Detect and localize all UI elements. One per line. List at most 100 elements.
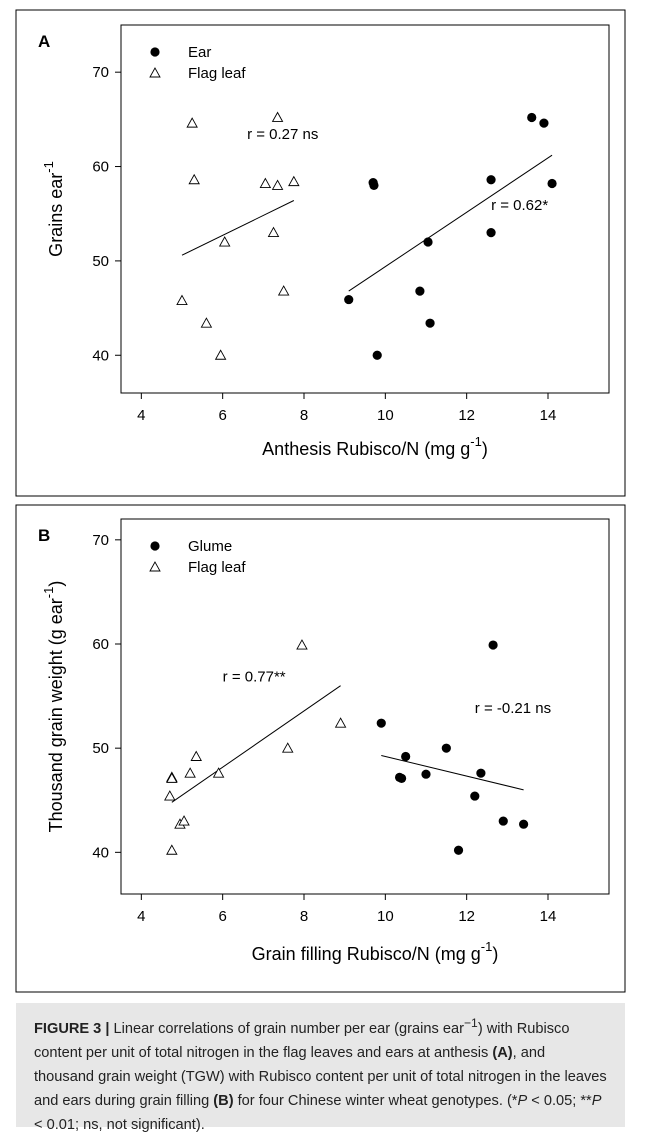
data-point — [296, 639, 308, 650]
legend-entry: Ear — [150, 44, 211, 61]
caption-text-3: , and thousand grain weight (TGW) with R… — [34, 1044, 607, 1109]
legend-label: Flag leaf — [188, 559, 246, 576]
chart-panel-b: B 4 6 8 10 12 14 40 50 60 70 Grain filling Rubisco/… — [15, 504, 626, 993]
x-axis-label-sup: -1 — [481, 939, 493, 954]
y-axis-label-end: ) — [46, 581, 66, 587]
data-point — [164, 790, 176, 801]
x-axis-label: Grain filling Rubisco/N (mg g-1) — [252, 939, 499, 964]
y-axis-label-main: Thousand grain weight (g ear — [46, 598, 66, 832]
data-point — [288, 175, 300, 187]
data-point — [421, 769, 431, 779]
y-tick-label: 50 — [92, 253, 109, 270]
correlation-annotation: r = -0.21 ns — [475, 700, 551, 717]
data-point — [547, 178, 557, 189]
x-axis-label-sup: -1 — [470, 434, 482, 449]
data-point — [259, 177, 272, 188]
x-tick-label: 4 — [137, 908, 145, 925]
regression-line — [181, 200, 295, 256]
plot-area — [120, 518, 610, 895]
legend-entry: Glume — [150, 538, 232, 555]
caption-p-symbol-1: P — [517, 1092, 528, 1109]
x-tick-label: 12 — [458, 407, 475, 424]
data-point — [267, 226, 280, 238]
data-point — [186, 117, 198, 128]
correlation-annotation: r = 0.62* — [491, 197, 548, 214]
y-tick-label: 40 — [92, 347, 109, 364]
x-tick-label: 8 — [300, 908, 308, 925]
data-point — [200, 317, 213, 328]
legend-label: Ear — [188, 44, 211, 61]
series-glume: r = -0.21 ns — [376, 640, 551, 855]
data-point — [539, 118, 549, 128]
x-tick-label: 4 — [137, 407, 145, 424]
data-point — [470, 791, 480, 801]
data-point — [453, 845, 464, 855]
y-tick-label: 50 — [92, 740, 109, 757]
data-point — [184, 767, 196, 778]
x-tick-label: 14 — [540, 407, 557, 424]
data-point — [344, 294, 354, 305]
data-point — [519, 819, 529, 829]
data-point — [176, 294, 188, 305]
regression-line — [381, 754, 524, 791]
data-point — [401, 751, 411, 762]
y-axis-label: Thousand grain weight (g ear-1) — [41, 581, 66, 833]
y-axis-label-sup: -1 — [41, 587, 56, 599]
caption-text-5: < 0.05; ** — [527, 1092, 592, 1109]
x-axis-label: Anthesis Rubisco/N (mg g-1) — [262, 434, 488, 459]
figure-caption: FIGURE 3 | Linear correlations of grain … — [16, 1003, 625, 1133]
data-point — [527, 112, 537, 123]
y-tick-label: 60 — [92, 636, 109, 653]
x-axis-label-main: Anthesis Rubisco/N (mg g — [262, 439, 470, 459]
data-point — [271, 179, 284, 190]
y-tick-label: 70 — [92, 532, 109, 549]
chart-panel-a: A 4 6 8 10 12 14 40 50 60 70 Anthesis Rubisco/N (mg… — [15, 9, 626, 497]
panel-label: A — [38, 32, 50, 51]
caption-text-2: ) with Rubisco content per unit of total… — [34, 1020, 570, 1061]
data-point — [486, 227, 496, 238]
legend-marker-circle — [150, 47, 160, 57]
data-point — [281, 742, 294, 753]
regression-line — [348, 154, 553, 292]
data-point — [486, 175, 496, 185]
data-point — [488, 640, 498, 650]
data-point — [166, 844, 178, 855]
y-tick-label: 60 — [92, 159, 109, 176]
data-point — [190, 750, 202, 761]
correlation-annotation: r = 0.27 ns — [247, 126, 318, 143]
regression-line — [171, 685, 341, 803]
data-point — [476, 768, 486, 778]
data-point — [166, 772, 178, 783]
data-point — [214, 349, 227, 360]
data-point — [178, 815, 190, 826]
plot-area — [120, 24, 610, 394]
x-axis-label-end: ) — [492, 944, 498, 964]
data-point — [498, 816, 508, 826]
caption-p-symbol-2: P — [591, 1092, 602, 1109]
x-tick-label: 12 — [458, 908, 475, 925]
panel-frame — [15, 504, 626, 993]
panel-label: B — [38, 526, 50, 545]
caption-text-6: < 0.01; ns, not significant). — [34, 1116, 205, 1133]
x-tick-label: 6 — [218, 908, 226, 925]
y-tick-label: 40 — [92, 844, 109, 861]
data-point — [425, 318, 435, 328]
legend-marker-triangle — [149, 67, 161, 78]
data-point — [188, 173, 200, 185]
x-tick-label: 10 — [377, 407, 394, 424]
x-tick-label: 10 — [377, 908, 394, 925]
data-point — [397, 773, 407, 783]
y-axis-label: Grains ear-1 — [41, 161, 66, 257]
figure-plots: A 4 6 8 10 12 14 40 50 60 70 Anthesis Rubisco/N (mg… — [15, 9, 626, 993]
panel-frame — [15, 9, 626, 497]
data-point — [372, 350, 382, 360]
data-point — [423, 237, 433, 247]
series-flag-leaf: r = 0.77** — [164, 639, 347, 855]
x-tick-label: 14 — [540, 908, 557, 925]
x-axis-label-main: Grain filling Rubisco/N (mg g — [252, 944, 481, 964]
data-point — [441, 743, 451, 753]
x-tick-label: 8 — [300, 407, 308, 424]
data-point — [212, 767, 225, 778]
data-point — [376, 718, 386, 728]
